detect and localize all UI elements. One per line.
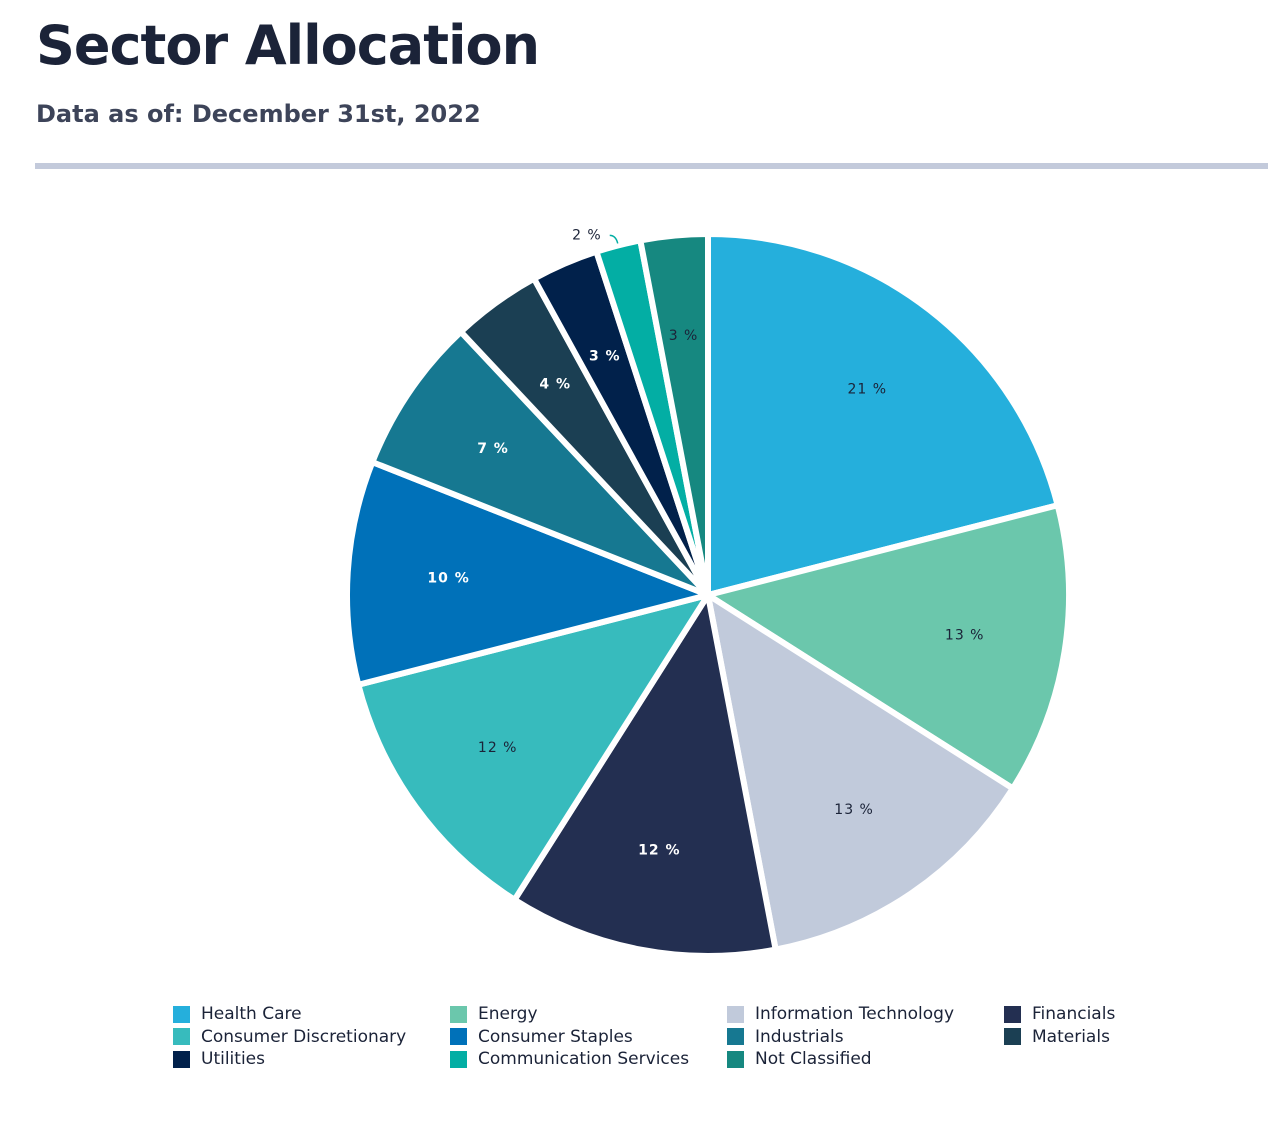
slice-value-label-industrials: 7 % — [477, 441, 509, 457]
header-divider — [35, 163, 1268, 169]
legend-item-materials[interactable]: Materials — [1004, 1026, 1154, 1049]
slice-value-label-health-care: 21 % — [848, 382, 888, 398]
slice-value-label-information-technology: 13 % — [834, 802, 874, 818]
legend-swatch — [727, 1050, 744, 1068]
page-title: Sector Allocation — [36, 14, 540, 77]
pie-slice-industrials — [369, 328, 711, 598]
slice-value-label-consumer-discretionary: 12 % — [478, 740, 518, 756]
legend-item-industrials[interactable]: Industrials — [727, 1026, 1004, 1049]
legend-item-utilities[interactable]: Utilities — [173, 1048, 450, 1071]
legend-item-communication-services[interactable]: Communication Services — [450, 1048, 727, 1071]
legend-label: Not Classified — [755, 1049, 872, 1070]
slice-value-label-not-classified: 3 % — [669, 328, 699, 344]
legend-item-health-care[interactable]: Health Care — [173, 1003, 450, 1026]
legend-swatch — [727, 1005, 744, 1023]
pie-slice-health-care — [705, 231, 1061, 598]
legend-item-energy[interactable]: Energy — [450, 1003, 727, 1026]
legend-swatch — [450, 1005, 467, 1023]
slice-value-label-materials: 4 % — [539, 377, 571, 393]
legend-swatch — [173, 1028, 190, 1046]
legend-label: Consumer Discretionary — [201, 1026, 407, 1047]
legend-swatch — [1004, 1005, 1021, 1023]
legend-swatch — [1004, 1028, 1021, 1046]
slice-value-label-energy: 13 % — [945, 628, 985, 644]
legend-swatch — [450, 1028, 467, 1046]
legend-label: Health Care — [201, 1004, 302, 1025]
legend-swatch — [173, 1050, 190, 1068]
legend-swatch — [450, 1050, 467, 1068]
legend-item-not-classified[interactable]: Not Classified — [727, 1048, 1004, 1071]
legend-label: Energy — [478, 1004, 538, 1025]
legend-item-consumer-discretionary[interactable]: Consumer Discretionary — [173, 1026, 450, 1049]
legend-swatch — [173, 1005, 190, 1023]
pie-slice-not-classified — [637, 231, 711, 598]
legend-item-consumer-staples[interactable]: Consumer Staples — [450, 1026, 727, 1049]
pie-slice-information-technology — [705, 592, 1016, 953]
slice-value-label-consumer-staples: 10 % — [427, 571, 469, 587]
slice-value-label-financials: 12 % — [638, 842, 680, 858]
pie-slice-energy — [705, 502, 1072, 792]
slice-value-label-communication-services: 2 % — [572, 228, 602, 244]
legend-label: Consumer Staples — [478, 1026, 633, 1047]
data-date-subtitle: Data as of: December 31st, 2022 — [36, 100, 481, 128]
pie-slice-consumer-staples — [344, 459, 711, 688]
chart-legend: Health Care Energy Information Technology F… — [173, 1003, 1173, 1071]
legend-item-information-technology[interactable]: Information Technology — [727, 1003, 1004, 1026]
legend-label: Communication Services — [478, 1049, 690, 1070]
legend-label: Information Technology — [755, 1004, 955, 1025]
pie-slice-financials — [511, 592, 779, 959]
slice-value-label-utilities: 3 % — [589, 348, 621, 364]
legend-swatch — [727, 1028, 744, 1046]
legend-item-financials[interactable]: Financials — [1004, 1003, 1154, 1026]
legend-label: Financials — [1032, 1004, 1116, 1025]
legend-label: Materials — [1032, 1026, 1110, 1047]
legend-label: Industrials — [755, 1026, 844, 1047]
legend-label: Utilities — [201, 1049, 265, 1070]
leader-line-communication-services — [609, 234, 619, 244]
pie-slice-consumer-discretionary — [355, 592, 711, 903]
